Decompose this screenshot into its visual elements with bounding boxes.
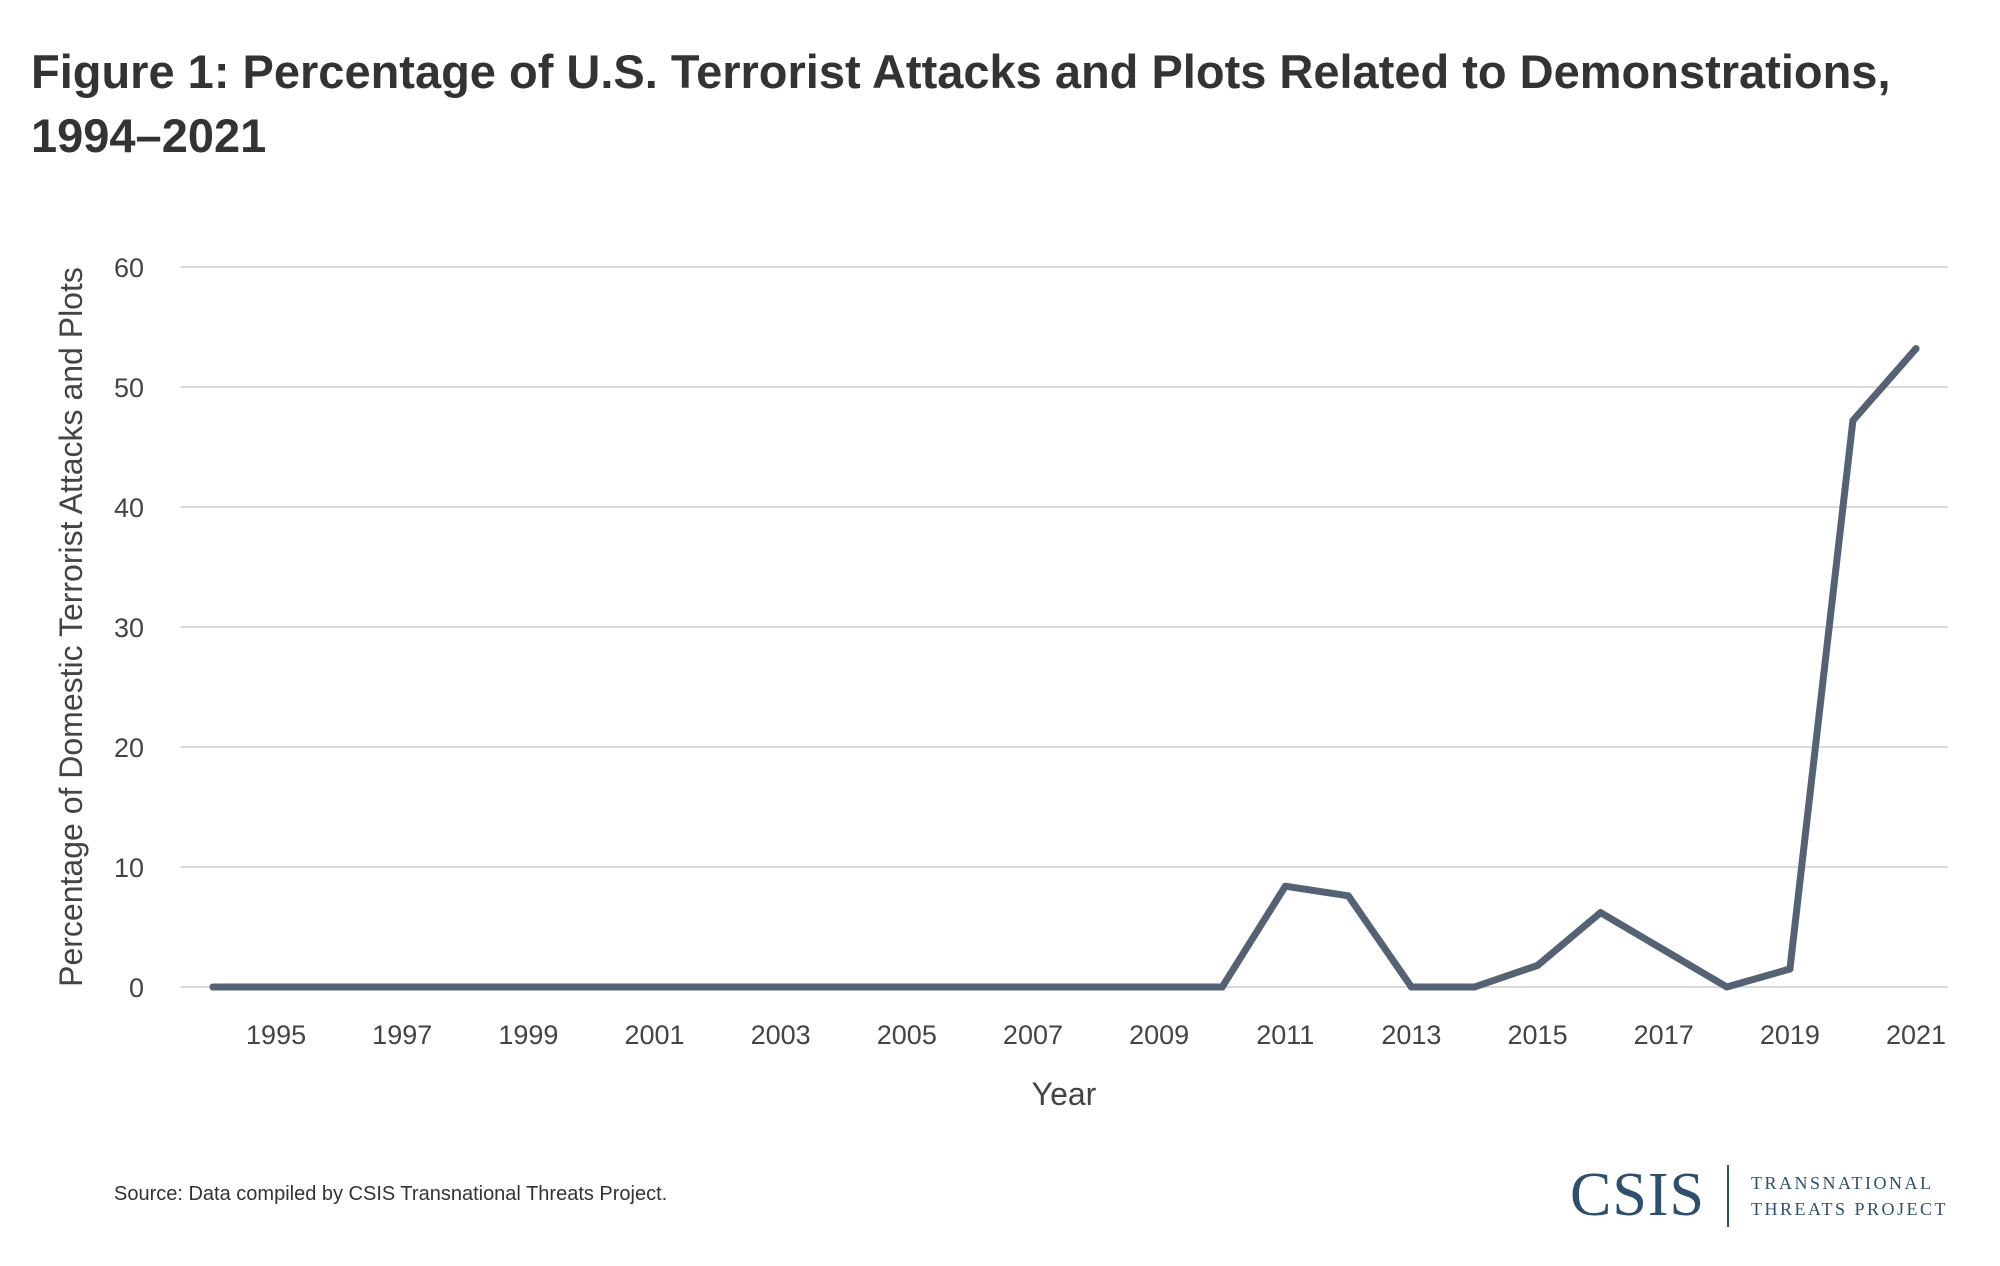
data-point xyxy=(1092,983,1100,991)
x-tick-label: 2009 xyxy=(1129,1020,1189,1050)
data-point xyxy=(1660,946,1668,954)
data-point xyxy=(1407,983,1415,991)
y-axis-label: Percentage of Domestic Terrorist Attacks… xyxy=(53,267,89,987)
y-tick-label: 30 xyxy=(114,613,144,643)
y-tick-label: 0 xyxy=(129,973,144,1003)
x-tick-label: 2015 xyxy=(1508,1020,1568,1050)
x-tick-label: 2021 xyxy=(1886,1020,1946,1050)
source-note: Source: Data compiled by CSIS Transnatio… xyxy=(114,1183,668,1205)
x-tick-label: 1999 xyxy=(498,1020,558,1050)
x-tick-label: 2005 xyxy=(877,1020,937,1050)
data-point xyxy=(1849,417,1857,425)
data-point xyxy=(1470,983,1478,991)
x-tick-label: 2011 xyxy=(1256,1020,1314,1050)
csis-logo: CSIS TRANSNATIONAL THREATS PROJECT xyxy=(1570,1160,1948,1231)
x-tick-label: 1995 xyxy=(246,1020,306,1050)
data-point xyxy=(272,983,280,991)
data-point xyxy=(1534,961,1542,969)
data-point xyxy=(1344,892,1352,900)
x-tick-label: 2001 xyxy=(624,1020,684,1050)
data-point xyxy=(903,983,911,991)
data-point xyxy=(1155,983,1163,991)
data-points xyxy=(209,345,1920,991)
x-tick-label: 2003 xyxy=(751,1020,811,1050)
data-point xyxy=(1029,983,1037,991)
data-point xyxy=(1218,983,1226,991)
y-tick-label: 40 xyxy=(114,493,144,523)
y-tick-label: 10 xyxy=(114,853,144,883)
x-axis-label: Year xyxy=(1032,1076,1097,1112)
data-point xyxy=(461,983,469,991)
data-point xyxy=(714,983,722,991)
x-tick-label: 2013 xyxy=(1381,1020,1441,1050)
logo-divider xyxy=(1726,1164,1729,1227)
y-tick-label: 50 xyxy=(114,373,144,403)
x-tick-label: 2017 xyxy=(1634,1020,1694,1050)
data-point xyxy=(524,983,532,991)
data-point xyxy=(1281,882,1289,890)
data-point xyxy=(335,983,343,991)
data-point xyxy=(587,983,595,991)
data-point xyxy=(840,983,848,991)
data-point xyxy=(209,983,217,991)
logo-line-1: TRANSNATIONAL xyxy=(1750,1172,1934,1193)
data-point xyxy=(1723,983,1731,991)
logo-subtitle: TRANSNATIONAL THREATS PROJECT xyxy=(1751,1170,1948,1222)
logo-line-2: THREATS PROJECT xyxy=(1750,1198,1948,1219)
data-point xyxy=(651,983,659,991)
data-point xyxy=(398,983,406,991)
y-tick-label: 60 xyxy=(114,253,144,283)
data-point xyxy=(1786,965,1794,973)
data-point xyxy=(777,983,785,991)
x-tick-label: 1997 xyxy=(372,1020,432,1050)
series-line xyxy=(209,345,1920,991)
data-point xyxy=(1597,909,1605,917)
y-tick-label: 20 xyxy=(114,733,144,763)
data-point xyxy=(966,983,974,991)
data-point xyxy=(1912,345,1920,353)
x-tick-label: 2007 xyxy=(1003,1020,1063,1050)
chart-title: Figure 1: Percentage of U.S. Terrorist A… xyxy=(31,45,1891,162)
x-tick-label: 2019 xyxy=(1760,1020,1820,1050)
logo-csis: CSIS xyxy=(1570,1161,1705,1229)
